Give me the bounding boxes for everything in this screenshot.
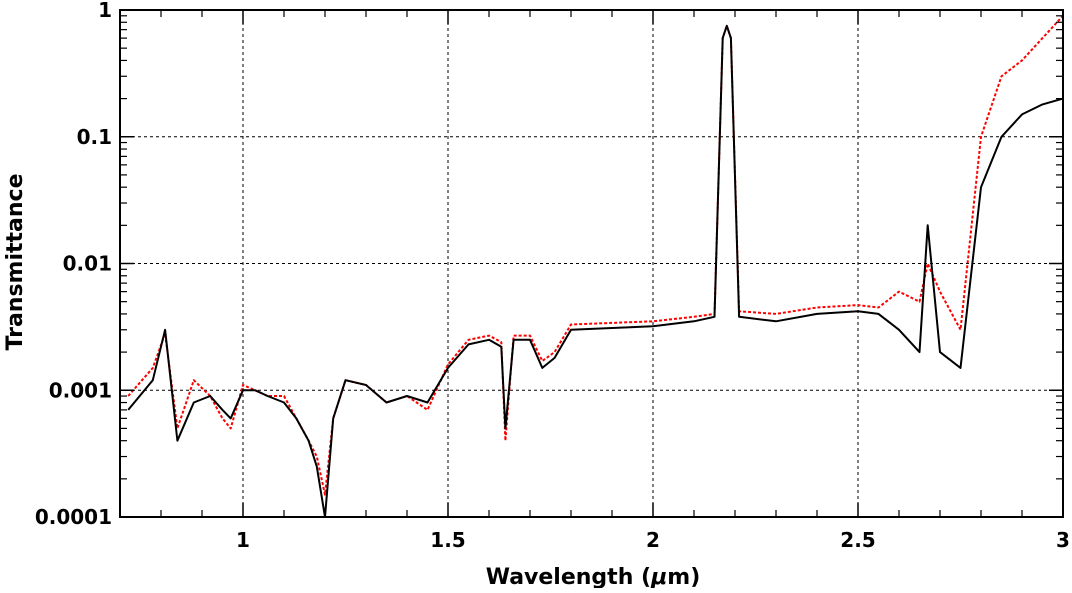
ticks-layer: 1 1.5 2 2.5 3 0.0001 0.001 0.01 0.1 1	[35, 0, 1070, 552]
plot-frame	[119, 9, 1064, 518]
x-tick-label: 3	[1056, 528, 1070, 552]
x-axis-label: Wavelength (μm)	[486, 565, 701, 588]
x-axis-label-mu: μ	[650, 565, 667, 588]
series-line-solid	[127, 24, 1064, 518]
y-axis-label: Transmittance	[3, 173, 28, 350]
x-tick-label: 2.5	[840, 528, 875, 552]
y-tick-label: 0.01	[63, 252, 112, 276]
series-line-dotted	[127, 15, 1064, 496]
x-tick-label: 1	[236, 528, 250, 552]
x-tick-label: 2	[646, 528, 660, 552]
y-tick-label: 0.0001	[35, 505, 112, 529]
x-tick-label: 1.5	[430, 528, 465, 552]
x-axis-label-prefix: Wavelength (	[486, 565, 651, 588]
series-layer	[127, 15, 1064, 518]
axes-layer	[119, 9, 1064, 518]
x-axis-label-suffix: m)	[667, 565, 700, 588]
y-tick-label: 0.1	[77, 125, 112, 149]
y-tick-label: 0.001	[49, 378, 112, 402]
grid-layer	[120, 10, 1063, 517]
y-tick-label: 1	[98, 0, 112, 22]
